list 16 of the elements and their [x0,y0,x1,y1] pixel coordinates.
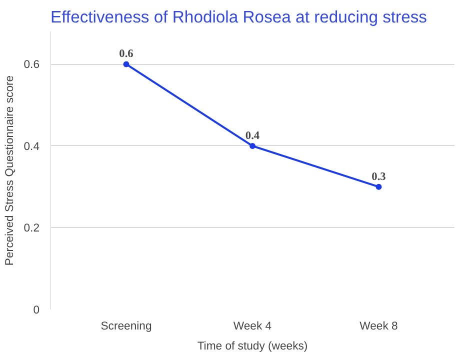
point [250,142,256,149]
y-tick-label: 0.2 [24,222,40,235]
x-tick-label: Week 8 [360,320,398,332]
point [123,61,130,68]
point [376,184,382,190]
y-tick-label: 0.4 [24,140,40,153]
chart-title: Effectiveness of Rhodiola Rosea at reducing stress [50,8,428,26]
data-label: 0.6 [119,48,134,60]
y-tick-label: 0.6 [24,59,40,72]
x-tick-label: Screening [100,320,152,332]
data-label: 0.3 [372,170,386,183]
x-axis-title: Time of study (weeks) [197,340,308,352]
y-tick-label: 0 [33,304,40,316]
y-axis-title: Perceived Stress Questionnaire score [4,75,16,266]
x-tick-label: Week 4 [233,320,272,332]
data-label: 0.4 [245,130,260,142]
